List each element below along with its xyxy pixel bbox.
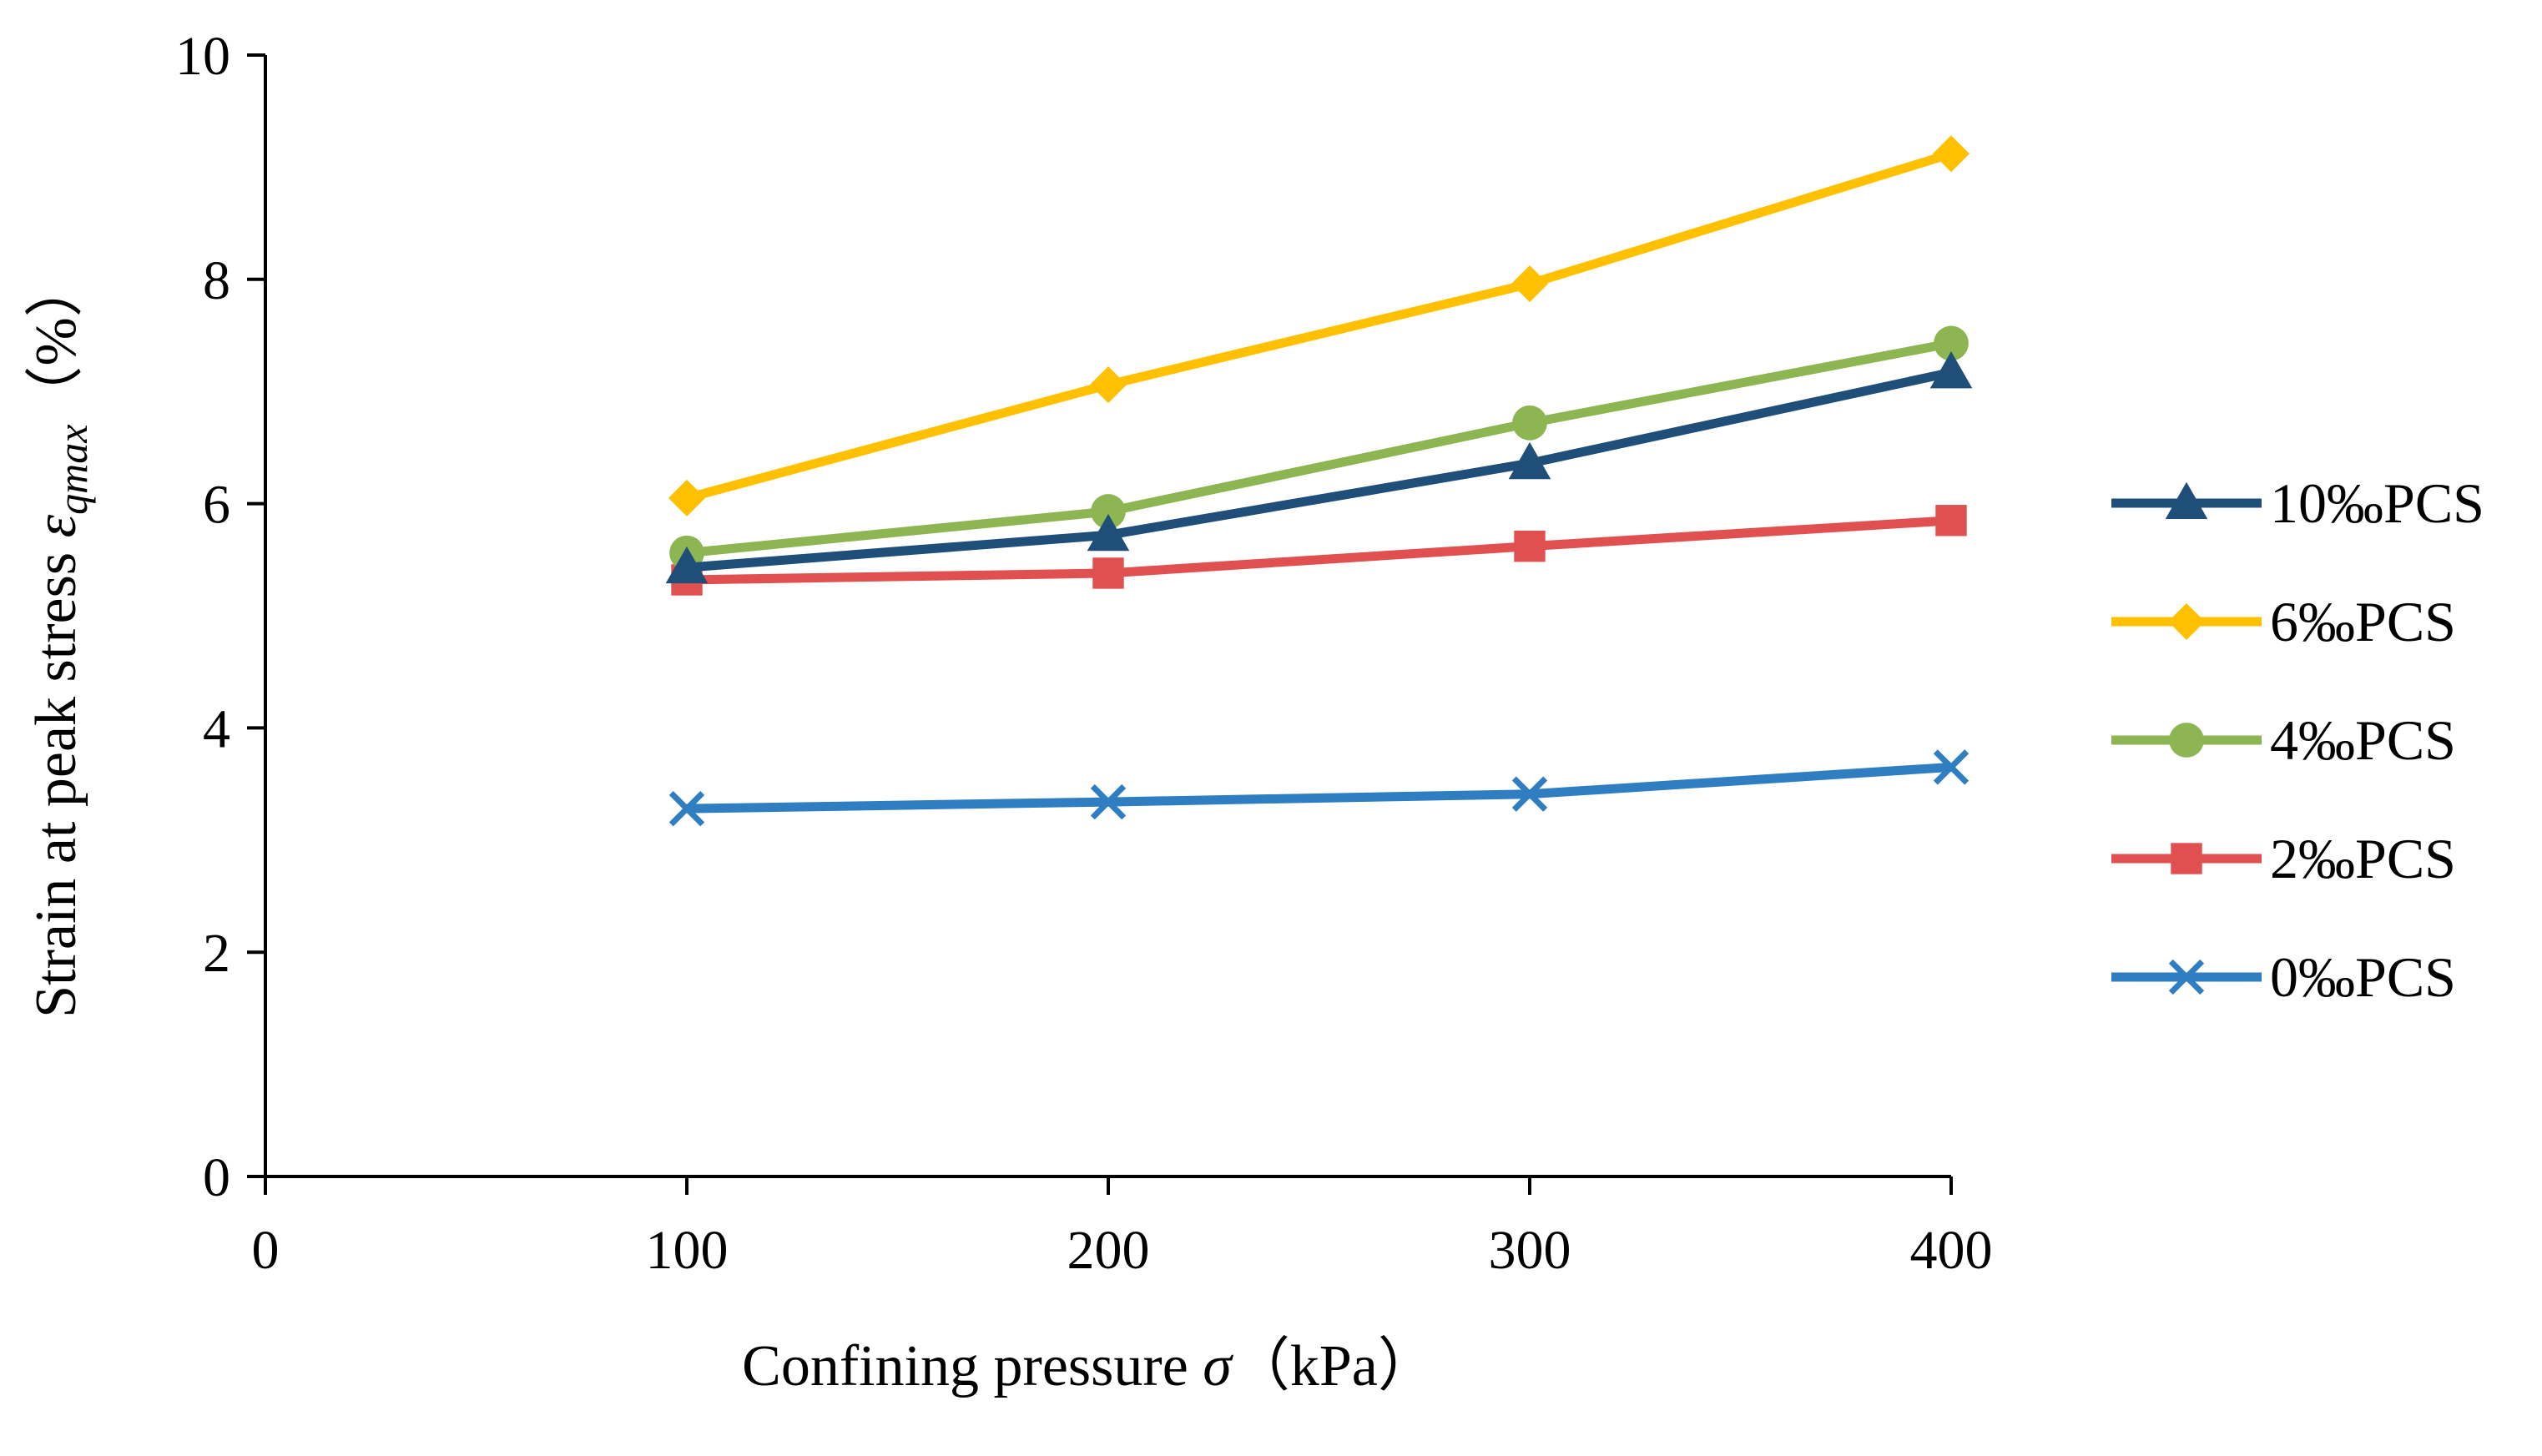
y-tick-label: 4: [203, 698, 230, 759]
legend-item: 6‰PCS: [2111, 590, 2456, 653]
legend: 10‰PCS 6‰PCS 4‰PCS 2‰PCS 0‰PCS: [2111, 471, 2484, 1009]
legend-marker: [2168, 603, 2205, 640]
legend-item: 0‰PCS: [2111, 945, 2456, 1009]
y-tick-label: 6: [203, 475, 230, 536]
axes: [264, 55, 1951, 1178]
y-axis-title-symbol: ε: [24, 514, 88, 537]
series-line: [686, 367, 1953, 572]
legend-label: 4‰PCS: [2270, 708, 2456, 772]
y-tick-label: 10: [175, 26, 230, 87]
data-point: [1090, 366, 1127, 404]
series-0: [665, 351, 1973, 584]
data-point: [1512, 405, 1547, 441]
x-tick-label: 100: [646, 1220, 729, 1281]
data-point: [1092, 557, 1124, 589]
series-line: [686, 516, 1952, 585]
data-point: [1511, 265, 1548, 303]
data-point: [1087, 513, 1130, 552]
series-1: [668, 135, 1970, 516]
legend-item: 4‰PCS: [2111, 708, 2456, 772]
x-axis-title: Confining pressure σ（kPa）: [742, 1334, 1436, 1398]
data-point: [668, 479, 705, 516]
legend-label: 6‰PCS: [2270, 590, 2456, 653]
data-point: [1511, 776, 1548, 812]
legend-marker: [2165, 481, 2208, 519]
legend-label: 2‰PCS: [2270, 827, 2456, 890]
legend-marker: [2168, 959, 2205, 995]
data-point: [1933, 135, 1970, 173]
y-tick-label: 2: [203, 923, 230, 984]
series-4: [668, 749, 1970, 827]
data-point: [1090, 783, 1127, 820]
data-point: [1934, 325, 1969, 361]
series-line: [686, 339, 1953, 558]
legend-item: 10‰PCS: [2111, 471, 2484, 535]
x-axis-title-prefix: Confining pressure: [742, 1334, 1203, 1398]
legend-marker: [2171, 843, 2202, 874]
series-2: [669, 325, 1969, 571]
series-layer: [665, 135, 1973, 827]
data-point: [1508, 441, 1551, 480]
x-tick-label: 300: [1489, 1220, 1571, 1281]
x-axis-title-suffix: （kPa）: [1232, 1334, 1436, 1398]
legend-marker: [2169, 723, 2204, 758]
y-axis-ticks: 0 2 4 6 8 10: [175, 26, 265, 1208]
legend-item: 2‰PCS: [2111, 827, 2456, 890]
x-tick-label: 400: [1910, 1220, 1993, 1281]
y-axis-title-prefix: Strain at peak stress: [24, 537, 88, 1017]
data-point: [668, 790, 705, 827]
legend-label: 10‰PCS: [2270, 471, 2484, 535]
data-point: [1514, 530, 1546, 562]
x-tick-label: 200: [1067, 1220, 1150, 1281]
data-point: [1091, 494, 1126, 529]
data-point: [1935, 505, 1967, 537]
data-point: [665, 546, 709, 584]
y-axis-title: Strain at peak stress εqmax（%）: [24, 259, 96, 1018]
y-tick-label: 0: [203, 1147, 230, 1208]
x-axis-ticks: 0 100 200 300 400: [252, 1176, 1993, 1281]
y-tick-label: 8: [203, 250, 230, 311]
data-point: [1933, 749, 1970, 785]
x-tick-label: 0: [252, 1220, 280, 1281]
y-axis-title-subscript: qmax: [49, 424, 96, 514]
series-line: [686, 762, 1952, 814]
x-axis-title-symbol: σ: [1203, 1334, 1233, 1398]
y-axis-title-suffix: （%）: [24, 259, 88, 424]
legend-label: 0‰PCS: [2270, 945, 2456, 1009]
series-line: [685, 149, 1953, 503]
data-point: [1929, 351, 1973, 389]
